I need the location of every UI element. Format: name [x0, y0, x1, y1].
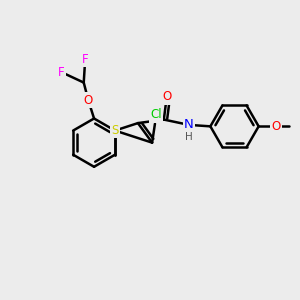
- Text: Cl: Cl: [151, 109, 162, 122]
- Text: N: N: [184, 118, 194, 131]
- Text: F: F: [58, 66, 65, 79]
- Text: F: F: [82, 52, 88, 65]
- Text: H: H: [185, 132, 193, 142]
- Text: O: O: [272, 120, 281, 133]
- Text: O: O: [84, 94, 93, 107]
- Text: S: S: [111, 124, 119, 137]
- Text: O: O: [162, 90, 171, 103]
